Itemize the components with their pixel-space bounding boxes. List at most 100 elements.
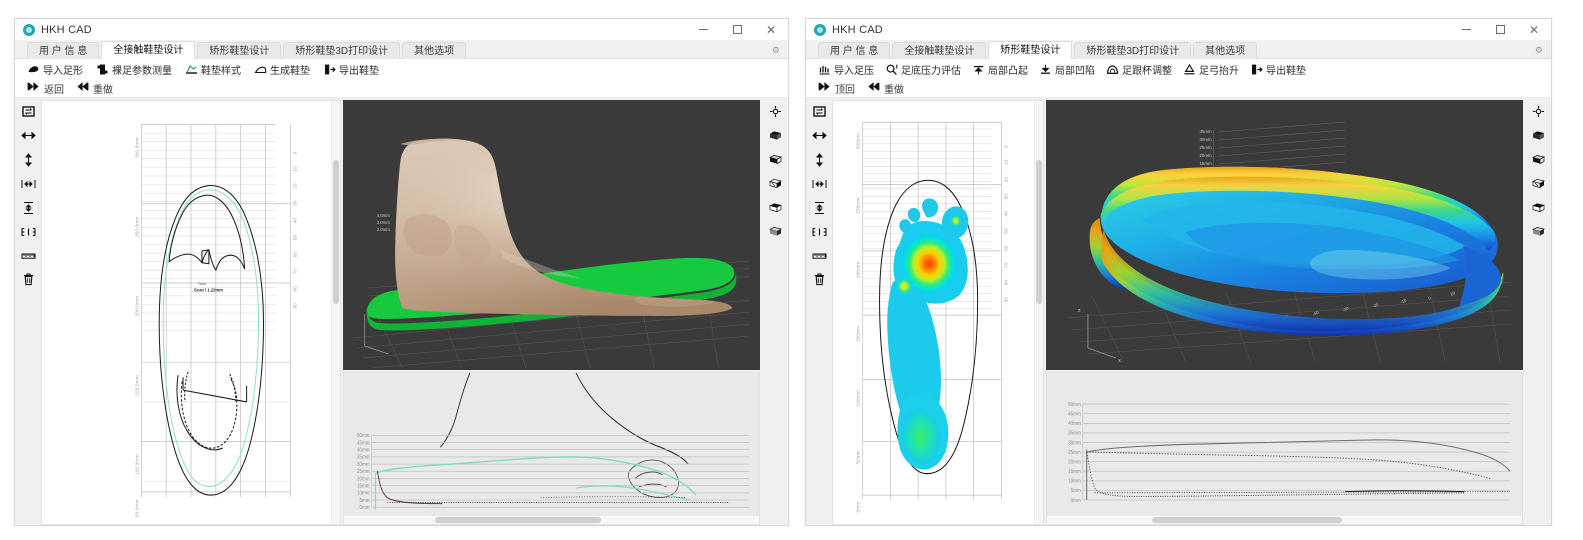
arrows-vertical-icon[interactable]	[811, 152, 828, 167]
swap-icon[interactable]	[811, 104, 828, 119]
width-measure-icon[interactable]	[20, 176, 37, 191]
insole-3d-scene: Z X	[1046, 100, 1523, 370]
close-button[interactable]: ✕	[1528, 22, 1540, 37]
insole-style-label: 鞋垫样式	[201, 65, 241, 77]
import-pressure-button[interactable]: 导入足压	[816, 61, 876, 78]
trash-icon[interactable]	[20, 272, 37, 287]
arch-lift-label: 足弓抬升	[1199, 65, 1239, 77]
scrollbar-vertical-heatmap[interactable]	[1034, 101, 1043, 524]
pressure-heatmap-2d-view[interactable]: 300mm 250mm 200mm 150mm 100mm 50mm 0mm 0…	[832, 100, 1044, 525]
svg-text:25mm: 25mm	[1068, 450, 1081, 457]
orbit-icon[interactable]	[767, 104, 784, 119]
profile-gridlines	[371, 434, 750, 508]
local-dent-button[interactable]: 局部凹陷	[1037, 61, 1097, 78]
export-insole-button[interactable]: 导出鞋垫	[1248, 61, 1308, 78]
svg-text:35mm: 35mm	[357, 454, 370, 461]
tab-full-contact-insole-design[interactable]: 全接触鞋垫设计	[101, 41, 196, 59]
view-iso-icon[interactable]	[767, 128, 784, 143]
svg-text:45mm: 45mm	[1068, 411, 1081, 418]
svg-text:X: X	[1118, 358, 1121, 363]
width-measure-icon[interactable]	[811, 176, 828, 191]
undo-button[interactable]: 顶回	[818, 81, 855, 96]
span-measure-icon[interactable]	[811, 224, 828, 239]
redo-button[interactable]: 重做	[867, 81, 904, 96]
titlebar-right[interactable]: HKH CAD ✕	[806, 19, 1551, 41]
orbit-icon[interactable]	[1530, 104, 1547, 119]
import-foot-button[interactable]: 导入足形	[25, 61, 85, 78]
height-measure-icon[interactable]	[20, 200, 37, 215]
profile-y-ticks: 50mm 45mm 40mm 35mm 30mm 25mm 20mm 15mm …	[1068, 402, 1081, 504]
export-insole-button[interactable]: 导出鞋垫	[321, 61, 381, 78]
svg-text:250mm: 250mm	[856, 197, 862, 213]
axis-indicator: Z X	[1078, 308, 1121, 363]
svg-text:300mm: 300mm	[856, 133, 862, 149]
titlebar-left[interactable]: HKH CAD ✕	[15, 19, 788, 41]
span-measure-icon[interactable]	[20, 224, 37, 239]
right-pane-stack-right-window: Z X	[1046, 100, 1523, 525]
undo-label: 返回	[44, 84, 64, 96]
tab-orthotic-insole-design[interactable]: 矫形鞋垫设计	[197, 42, 282, 59]
maximize-button[interactable]	[1483, 19, 1517, 41]
swap-icon[interactable]	[20, 104, 37, 119]
arrows-horizontal-icon[interactable]	[811, 128, 828, 143]
tab-orthotic-insole-3d-print-design[interactable]: 矫形鞋垫3D打印设计	[283, 42, 401, 59]
svg-text:60: 60	[292, 251, 298, 257]
arrows-vertical-icon[interactable]	[20, 152, 37, 167]
minimize-button[interactable]	[1449, 19, 1483, 41]
insole-side-profile-view[interactable]: 50mm 45mm 40mm 35mm 30mm 25mm 20mm 15mm …	[1046, 372, 1523, 525]
foot-outline-plot: 300.0mm 250.0mm 200.0mm 150.0mm 100.0mm …	[135, 124, 298, 517]
heel-cup-button[interactable]: 足跟杯调整	[1104, 61, 1174, 78]
arch-lift-button[interactable]: 足弓抬升	[1181, 61, 1241, 78]
export-insole-label: 导出鞋垫	[339, 65, 379, 77]
window-orthotic-insole: HKH CAD ✕ 用 户 信 息 全接触鞋垫设计 矫形鞋垫设计 矫形鞋垫3D打…	[805, 18, 1552, 526]
view-top-icon[interactable]	[767, 200, 784, 215]
svg-text:10: 10	[292, 166, 298, 172]
trash-icon[interactable]	[811, 272, 828, 287]
view-side-icon[interactable]	[1530, 176, 1547, 191]
view-back-icon[interactable]	[1530, 224, 1547, 239]
minimize-button[interactable]	[686, 19, 720, 41]
redo-icon	[76, 82, 89, 94]
height-measure-icon[interactable]	[811, 200, 828, 215]
tab-orthotic-insole-design[interactable]: 矫形鞋垫设计	[988, 41, 1073, 59]
view-front-icon[interactable]	[767, 152, 784, 167]
ruler-icon[interactable]	[20, 248, 37, 263]
tab-orthotic-insole-3d-print-design[interactable]: 矫形鞋垫3D打印设计	[1074, 42, 1192, 59]
side-profile-view[interactable]: 50mm 45mm 40mm 35mm 30mm 25mm 20mm 15mm …	[343, 372, 760, 525]
arrows-horizontal-icon[interactable]	[20, 128, 37, 143]
barefoot-measure-button[interactable]: 裸足参数测量	[94, 61, 174, 78]
scrollbar-vertical-2d[interactable]	[331, 101, 340, 524]
undo-button[interactable]: 返回	[27, 81, 64, 96]
ruler-icon[interactable]	[811, 248, 828, 263]
svg-text:0: 0	[292, 151, 298, 154]
redo-button[interactable]: 重做	[76, 81, 113, 96]
view-front-icon[interactable]	[1530, 152, 1547, 167]
tab-user-info[interactable]: 用 户 信 息	[27, 42, 100, 59]
settings-gear-icon[interactable]: ⚙	[771, 45, 780, 55]
view-back-icon[interactable]	[767, 224, 784, 239]
settings-gear-icon[interactable]: ⚙	[1534, 45, 1543, 55]
insole-style-button[interactable]: 鞋垫样式	[183, 61, 243, 78]
foot-3d-viewport[interactable]: 4.0mm 3.0mm 2.0mm	[343, 100, 760, 370]
view-side-icon[interactable]	[767, 176, 784, 191]
tab-other-options[interactable]: 其他选项	[402, 42, 467, 59]
axis-tick-labels-3d: 4.0mm 3.0mm 2.0mm	[377, 213, 391, 232]
maximize-button[interactable]	[720, 19, 754, 41]
foot-3d-scene: 4.0mm 3.0mm 2.0mm	[343, 100, 760, 370]
undo-icon	[818, 82, 831, 94]
pressure-assessment-button[interactable]: 足底压力评估	[883, 61, 963, 78]
heel-cup-label: 足跟杯调整	[1122, 65, 1172, 77]
tab-full-contact-insole-design[interactable]: 全接触鞋垫设计	[892, 42, 987, 59]
local-bump-button[interactable]: 局部凸起	[970, 61, 1030, 78]
view-top-icon[interactable]	[1530, 200, 1547, 215]
svg-text:10: 10	[1449, 290, 1456, 297]
generate-insole-button[interactable]: 生成鞋垫	[252, 61, 312, 78]
close-button[interactable]: ✕	[765, 22, 777, 37]
tab-other-options[interactable]: 其他选项	[1193, 42, 1258, 59]
scrollbar-horizontal-profile[interactable]	[1047, 515, 1522, 524]
scrollbar-horizontal-profile[interactable]	[344, 515, 759, 524]
foot-outline-2d-view[interactable]: 300.0mm 250.0mm 200.0mm 150.0mm 100.0mm …	[41, 100, 341, 525]
view-iso-icon[interactable]	[1530, 128, 1547, 143]
insole-3d-heatmap-viewport[interactable]: Z X	[1046, 100, 1523, 370]
tab-user-info[interactable]: 用 户 信 息	[818, 42, 891, 59]
